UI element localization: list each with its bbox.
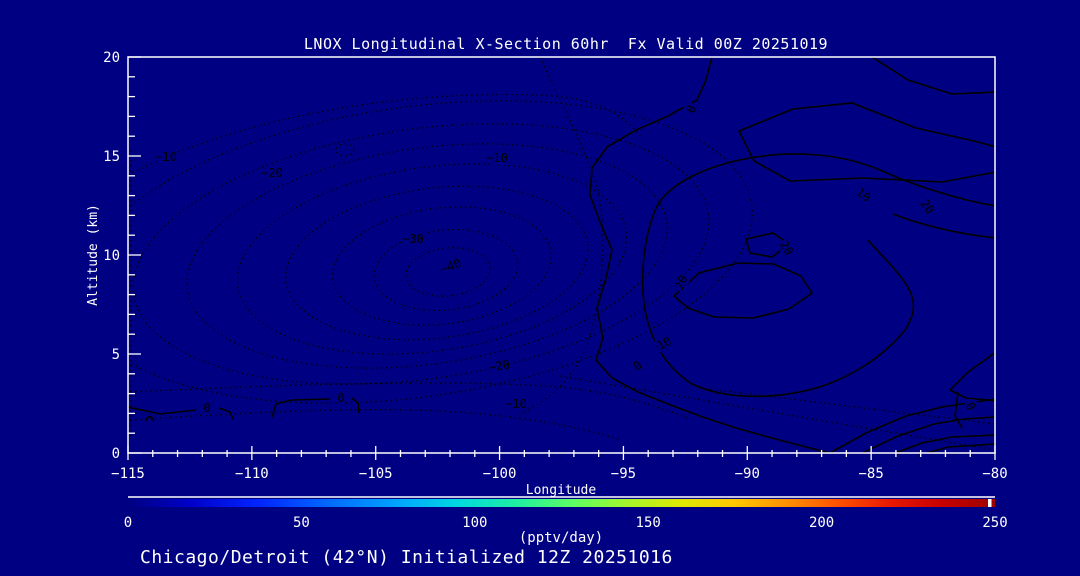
x-tick-label: −110 bbox=[235, 466, 269, 482]
colorbar-tick-label: 200 bbox=[809, 515, 834, 531]
plot-border bbox=[127, 56, 996, 454]
y-tick-label: 20 bbox=[103, 50, 120, 66]
colorbar bbox=[128, 499, 995, 507]
contour-label-dashed: −10 bbox=[505, 397, 527, 411]
contour-labels: −10 −20 −10 −30 −40 −20 −10 0 10 20 20 20 10 0 0 0 0 bbox=[152, 100, 981, 418]
axis-ticks bbox=[127, 56, 996, 460]
colorbar-tick-labels: 0 50 100 150 200 250 bbox=[124, 515, 1008, 531]
x-tick-label: −90 bbox=[735, 466, 760, 482]
x-tick-label: −105 bbox=[359, 466, 393, 482]
contour-label-solid: 0 bbox=[963, 400, 979, 412]
x-tick-label: −95 bbox=[611, 466, 636, 482]
caption: Chicago/Detroit (42°N) Initialized 12Z 2… bbox=[140, 547, 673, 568]
colorbar-tick-label: 50 bbox=[293, 515, 310, 531]
contour-label-solid: 10 bbox=[654, 334, 673, 353]
contour-label-solid: 0 bbox=[203, 401, 210, 415]
colorbar-tick-label: 250 bbox=[982, 515, 1007, 531]
x-tick-label: −115 bbox=[111, 466, 145, 482]
contour-label-dashed: −30 bbox=[402, 232, 424, 246]
dashed-contours bbox=[128, 57, 995, 451]
contour-label-dashed: −20 bbox=[261, 166, 283, 180]
colorbar-end-cap bbox=[988, 499, 992, 507]
contour-label-solid: 20 bbox=[917, 197, 937, 217]
colorbar-tick-label: 0 bbox=[124, 515, 132, 531]
y-tick-label: 5 bbox=[112, 347, 120, 363]
contour-label-dashed: −10 bbox=[155, 150, 177, 164]
contour-label-dashed: −40 bbox=[438, 256, 463, 277]
solid-contours bbox=[128, 57, 995, 453]
colorbar-units: (pptv/day) bbox=[519, 530, 603, 546]
y-tick-label: 15 bbox=[103, 149, 120, 165]
contour-label-solid: 20 bbox=[777, 238, 796, 258]
x-tick-label: −100 bbox=[483, 466, 517, 482]
y-axis-label: Altitude (km) bbox=[86, 204, 101, 306]
contour-label-dashed: −10 bbox=[486, 151, 508, 165]
colorbar-tick-label: 150 bbox=[636, 515, 661, 531]
x-tick-label: −80 bbox=[982, 466, 1007, 482]
y-tick-label: 0 bbox=[112, 446, 120, 462]
contour-label-dashed: −20 bbox=[487, 357, 511, 375]
plot-title: LNOX Longitudinal X-Section 60hr Fx Vali… bbox=[304, 35, 828, 53]
contour-label-solid: 20 bbox=[672, 273, 690, 292]
contour-label-solid: 10 bbox=[853, 185, 873, 205]
x-axis-label: Longitude bbox=[526, 483, 597, 498]
y-tick-label: 10 bbox=[103, 248, 120, 264]
x-tick-label: −85 bbox=[858, 466, 883, 482]
contour-label-solid: 0 bbox=[684, 103, 700, 116]
contour-label-solid: 0 bbox=[337, 391, 344, 405]
contour-label-solid: 0 bbox=[631, 358, 645, 374]
colorbar-tick-label: 100 bbox=[462, 515, 487, 531]
